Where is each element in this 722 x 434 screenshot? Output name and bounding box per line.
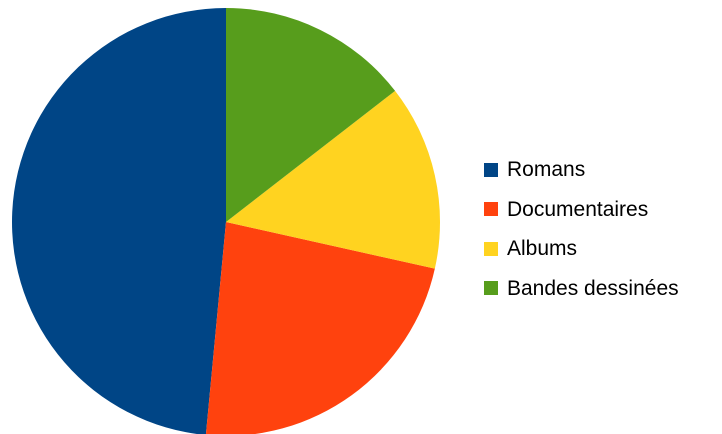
legend-item-albums: Albums: [484, 229, 679, 269]
legend-label-bandes-dessinees: Bandes dessinées: [507, 276, 679, 300]
legend-swatch-bandes-dessinees: [484, 281, 498, 296]
chart-legend: Romans Documentaires Albums Bandes dessi…: [484, 150, 679, 308]
legend-swatch-documentaires: [484, 202, 498, 217]
pie-slice-romans: [12, 8, 226, 434]
legend-swatch-romans: [484, 162, 498, 177]
legend-label-albums: Albums: [507, 237, 578, 261]
legend-item-bandes-dessinees: Bandes dessinées: [484, 269, 679, 309]
legend-label-romans: Romans: [507, 158, 586, 182]
legend-item-documentaires: Documentaires: [484, 190, 679, 230]
legend-swatch-albums: [484, 241, 498, 256]
pie-slice-documentaires: [205, 222, 435, 434]
pie-slice-bandes-dessinees: [226, 8, 396, 222]
pie-slice-albums: [226, 90, 441, 269]
legend-item-romans: Romans: [484, 150, 679, 190]
legend-label-documentaires: Documentaires: [507, 197, 649, 221]
